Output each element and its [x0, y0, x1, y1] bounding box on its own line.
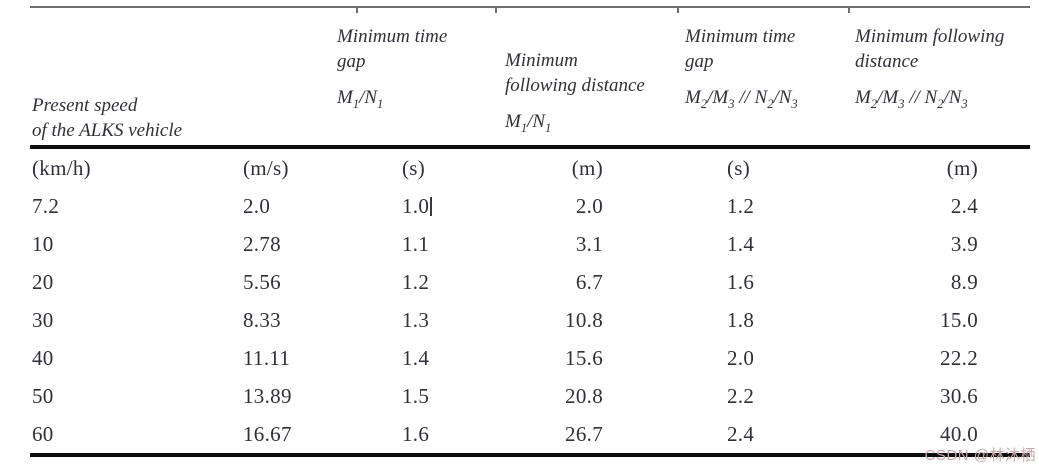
data-row-cell: 1.6 [402, 421, 430, 446]
data-row-cell: 2.78 [243, 231, 281, 256]
header-min-following-distance-m2m3: Minimum following distance M2/M3 // N2/N… [855, 8, 1030, 145]
data-row-cell: 30.6 [940, 383, 978, 408]
table-body: (km/h) (m/s) (s) (m) (s) (m) 7.2 2.0 1.0 2.0 1.2 2.… [30, 149, 1030, 453]
units-row-cell: (m/s) [243, 155, 289, 180]
data-row-cell: 40 [32, 345, 54, 370]
column-boundary-tick [495, 6, 497, 13]
table-top-rule [30, 6, 1030, 13]
header-line: following distance [505, 75, 645, 96]
header-symbol: M2/M3 // N2/N3 [855, 87, 968, 111]
data-row-cell: 13.89 [243, 383, 292, 408]
alks-distance-table: Present speed of the ALKS vehicle Minimu… [30, 6, 1030, 457]
header-line: Minimum time [337, 26, 448, 47]
data-row-cell: 2.2 [727, 383, 755, 408]
header-divider-rule [30, 145, 1030, 149]
data-row-cell: 3.9 [950, 231, 978, 256]
data-row-cell: 8.33 [243, 307, 281, 332]
header-line: distance [855, 51, 919, 72]
data-row-cell: 16.67 [243, 421, 292, 446]
table-bottom-rule [30, 453, 1030, 457]
data-row-cell: 26.7 [565, 421, 603, 446]
data-row-cell: 1.1 [402, 231, 430, 256]
header-symbol: M2/M3 // N2/N3 [685, 87, 798, 111]
column-boundary-tick [677, 6, 679, 13]
data-row-cell: 1.6 [727, 269, 755, 294]
data-row-cell: 15.0 [940, 307, 978, 332]
units-row-cell: (km/h) [32, 155, 91, 180]
column-boundary-tick [356, 6, 358, 13]
data-row-cell: 1.5 [402, 383, 430, 408]
data-row-cell: 10.8 [565, 307, 603, 332]
data-row-cell: 22.2 [940, 345, 978, 370]
data-row-cell: 1.2 [402, 269, 430, 294]
text-cursor [430, 196, 432, 216]
header-present-speed: Present speed of the ALKS vehicle [30, 8, 337, 145]
data-row-cell: 40.0 [940, 421, 978, 446]
data-row-cell: 20 [32, 269, 54, 294]
data-row-cell: 1.8 [727, 307, 755, 332]
data-row-cell: 1.4 [402, 345, 430, 370]
data-row-cell: 50 [32, 383, 54, 408]
header-line: Minimum [505, 50, 578, 71]
header-symbol: M1/N1 [505, 111, 552, 135]
data-row-cell: 2.0 [243, 193, 271, 218]
data-row-cell: 1.4 [727, 231, 755, 256]
data-row-cell: 30 [32, 307, 54, 332]
data-row-cell: 6.7 [575, 269, 603, 294]
data-row-cell: 2.0 [575, 193, 603, 218]
units-row-cell: (m) [571, 155, 603, 180]
data-row-cell: 7.2 [32, 193, 60, 218]
data-row-cell: 3.1 [575, 231, 603, 256]
header-min-following-distance-m1n1: Minimum following distance M1/N1 [505, 8, 685, 145]
units-row-cell: (s) [402, 155, 426, 180]
units-row-cell: (m) [946, 155, 978, 180]
data-row-cell: 20.8 [565, 383, 603, 408]
header-line: Minimum following [855, 26, 1005, 47]
data-row-cell: 1.0 [355, 187, 500, 225]
header-min-time-gap-m2m3: Minimum time gap M2/M3 // N2/N3 [685, 8, 855, 145]
header-line: gap [685, 51, 714, 72]
data-row-cell: 60 [32, 421, 54, 446]
header-symbol: M1/N1 [337, 87, 384, 111]
header-line: Present speed [32, 95, 138, 116]
header-min-time-gap-m1n1: Minimum time gap M1/N1 [337, 8, 505, 145]
header-line: gap [337, 51, 366, 72]
header-line: of the ALKS vehicle [32, 120, 183, 141]
csdn-watermark: CSDN @林沐栖 [924, 447, 1036, 464]
units-row-cell: (s) [727, 155, 751, 180]
data-row-cell: 2.4 [950, 193, 978, 218]
data-row-cell: 2.4 [727, 421, 755, 446]
column-boundary-tick [848, 6, 850, 13]
data-row-cell: 8.9 [950, 269, 978, 294]
table-header: Present speed of the ALKS vehicle Minimu… [30, 8, 1030, 145]
data-row-cell: 11.11 [243, 345, 291, 370]
data-row-cell: 15.6 [565, 345, 603, 370]
data-row-cell: 5.56 [243, 269, 281, 294]
data-row-cell: 1.3 [402, 307, 430, 332]
data-row-cell: 10 [32, 231, 54, 256]
data-row-cell: 1.2 [727, 193, 755, 218]
data-row-cell: 2.0 [727, 345, 755, 370]
header-line: Minimum time [685, 26, 796, 47]
